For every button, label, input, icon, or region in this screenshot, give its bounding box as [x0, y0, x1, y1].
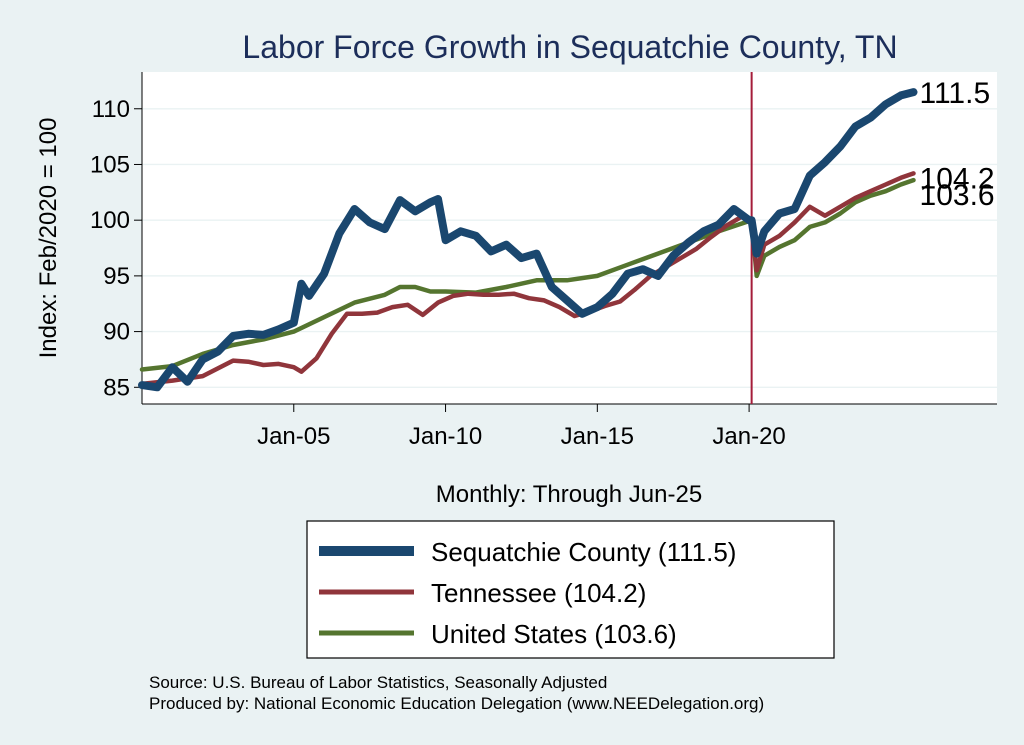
- end-label-united-states: 103.6: [920, 179, 995, 212]
- y-tick-label: 110: [92, 96, 130, 123]
- grid: [142, 108, 997, 388]
- x-tick-label: Jan-10: [409, 423, 482, 450]
- y-tick-label: 100: [90, 207, 130, 234]
- chart-title: Labor Force Growth in Sequatchie County,…: [242, 29, 897, 65]
- x-axis-title: Monthly: Through Jun-25: [436, 481, 702, 508]
- y-tick-label: 90: [103, 319, 130, 346]
- legend-label-united-states: United States (103.6): [431, 619, 677, 649]
- x-tick-label: Jan-05: [257, 423, 330, 450]
- legend-label-tennessee: Tennessee (104.2): [431, 578, 646, 608]
- end-label-tennessee: 104.2: [920, 162, 995, 195]
- y-tick-label: 85: [103, 374, 130, 401]
- y-tick-label: 95: [103, 263, 130, 290]
- tennessee-line: [139, 171, 916, 387]
- sequatchie-county-line: [138, 88, 918, 392]
- source-note: Source: U.S. Bureau of Labor Statistics,…: [149, 673, 607, 692]
- legend: Sequatchie County (111.5) Tennessee (104…: [306, 520, 835, 659]
- united-states-line: [139, 177, 916, 372]
- x-tick-label: Jan-20: [712, 423, 785, 450]
- producer-note: Produced by: National Economic Education…: [149, 694, 764, 713]
- y-tick-label: 105: [90, 151, 130, 178]
- end-label-sequatchie: 111.5: [920, 77, 991, 110]
- legend-label-sequatchie: Sequatchie County (111.5): [431, 537, 736, 567]
- y-axis-title: Index: Feb/2020 = 100: [35, 118, 62, 359]
- axes: 85 90 95 100 105 110 Jan-05 Jan-10 Jan-15 Jan-20: [90, 72, 997, 450]
- x-tick-label: Jan-15: [561, 423, 634, 450]
- series-lines: [138, 72, 918, 404]
